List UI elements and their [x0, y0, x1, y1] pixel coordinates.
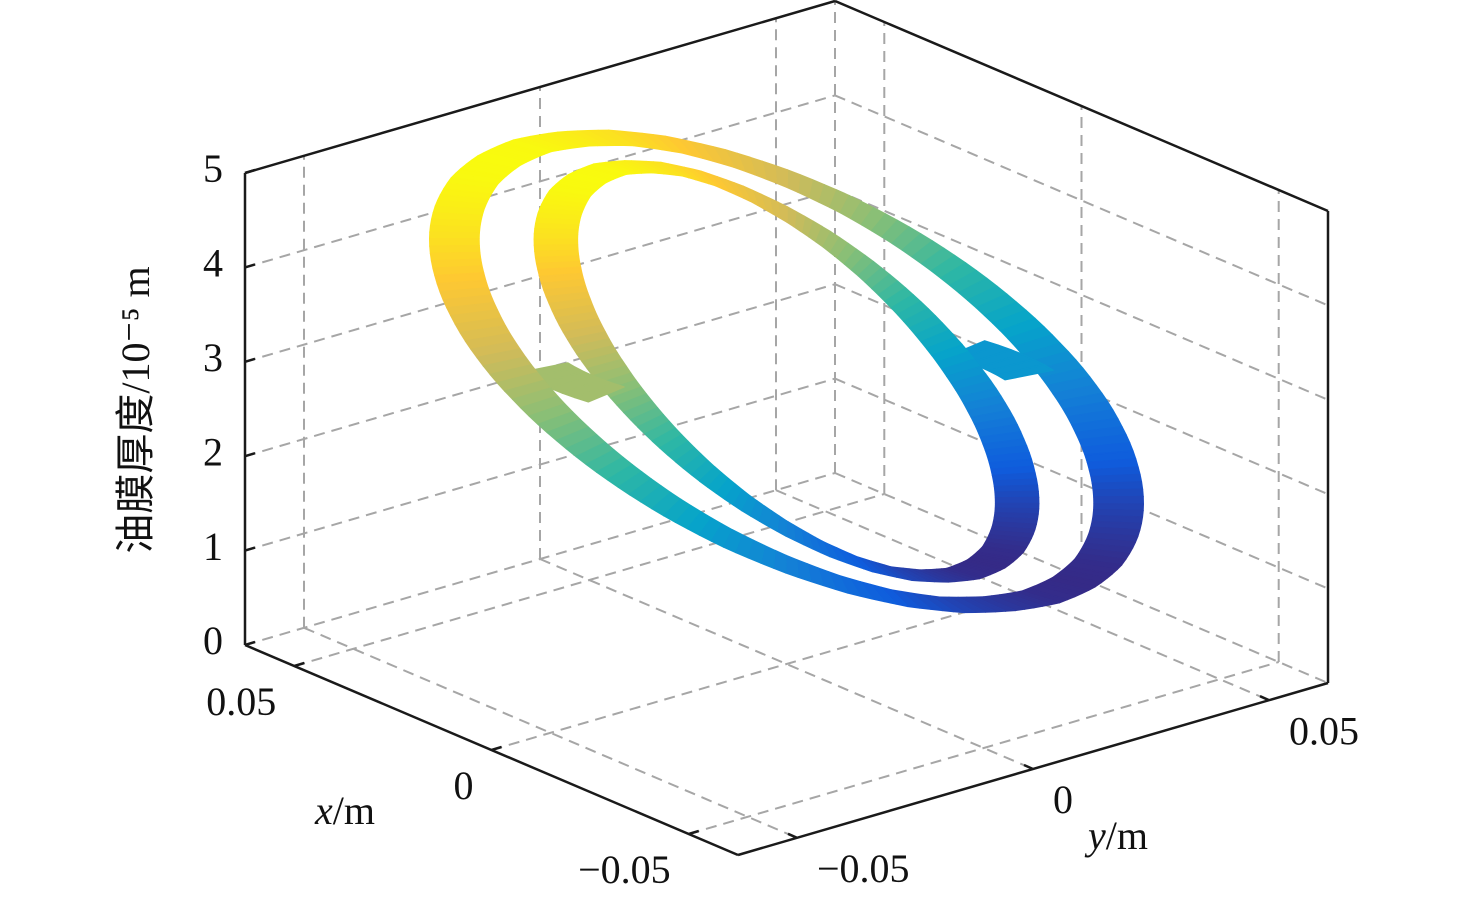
tick-mark: [688, 829, 700, 836]
axis-line: [244, 0, 836, 175]
tick-mark: [1023, 763, 1034, 771]
ring-segment: [785, 554, 799, 578]
grid-line: [688, 661, 1279, 835]
tick-mark: [244, 452, 256, 458]
x-axis-label: x/m: [314, 788, 375, 833]
y-axis-label: y/m: [1084, 813, 1148, 858]
z-tick-label: 1: [203, 524, 223, 569]
ring-segment: [786, 169, 801, 193]
ring-segment: [758, 505, 773, 527]
pad: [996, 363, 1054, 381]
z-tick-label: 4: [203, 241, 223, 286]
ring-segment: [786, 206, 797, 228]
tick-mark: [293, 661, 305, 668]
ring-segment: [747, 539, 766, 564]
z-tick-label: 0: [203, 618, 223, 663]
x-tick-label: −0.05: [578, 847, 671, 892]
z-tick-label: 2: [203, 429, 223, 474]
y-tick-label: −0.05: [817, 846, 910, 891]
tick-mark: [244, 640, 256, 647]
ring-segment: [1093, 495, 1145, 505]
tick-mark: [244, 168, 256, 175]
axis-line: [834, 0, 1329, 213]
z-tick-label: 5: [203, 146, 223, 191]
tick-mark: [1259, 695, 1270, 702]
x-tick-label: 0.05: [206, 679, 276, 724]
tick-mark: [491, 745, 502, 752]
y-tick-label: 0.05: [1289, 708, 1359, 753]
ring-segment: [1092, 488, 1144, 498]
tick-mark: [244, 263, 256, 269]
surface: [428, 129, 1145, 614]
x-tick-label: 0: [454, 763, 474, 808]
axes: 0 1 2 3 4 5 −0.05 0 0.05 −0.05 0 0.05: [203, 0, 1359, 892]
ring-segment: [785, 519, 796, 541]
tick-mark: [787, 832, 798, 839]
grid-line: [294, 493, 885, 667]
ring-segment: [428, 237, 480, 247]
ring-segment: [428, 231, 480, 240]
ring-segment: [994, 496, 1040, 505]
pad: [574, 382, 625, 403]
grid-line: [244, 94, 836, 269]
ring-segment: [795, 559, 812, 583]
y-tick-label: 0: [1053, 777, 1073, 822]
z-axis-label: 油膜厚度/10⁻⁵ m: [113, 266, 158, 553]
tick-mark: [244, 357, 256, 363]
tick-mark: [244, 546, 256, 552]
z-tick-label: 3: [203, 335, 223, 380]
